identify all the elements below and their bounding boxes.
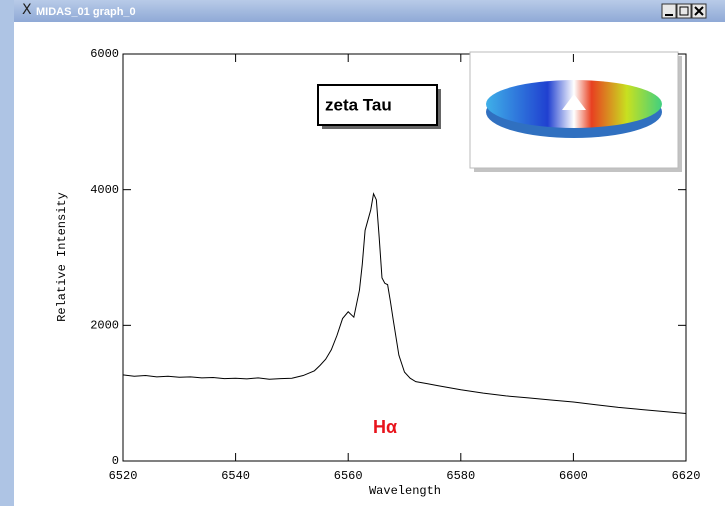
annotation: zeta Tau — [325, 95, 392, 114]
star — [562, 94, 586, 110]
window-edge — [0, 0, 14, 506]
line-label: Hα — [373, 417, 397, 437]
x-tick-label: 6620 — [672, 469, 701, 483]
x-tick-label: 6560 — [334, 469, 363, 483]
maximize-button[interactable] — [676, 3, 692, 19]
x-tick-label: 6540 — [221, 469, 250, 483]
title-bar — [14, 0, 725, 22]
x-axis-label: Wavelength — [369, 484, 441, 498]
y-axis-label: Relative Intensity — [55, 192, 69, 322]
y-tick-label: 6000 — [90, 47, 119, 61]
x-tick-label: 6520 — [109, 469, 138, 483]
inset-image — [469, 51, 682, 172]
x-icon: X — [22, 2, 32, 18]
x-tick-label: 6580 — [446, 469, 475, 483]
annotation-box — [317, 84, 438, 126]
window-buttons[interactable] — [661, 3, 707, 19]
y-tick-label: 0 — [112, 454, 119, 468]
plot-frame — [122, 53, 687, 462]
y-tick-label: 4000 — [90, 183, 119, 197]
window-title: MIDAS_01 graph_0 — [36, 6, 136, 18]
y-tick-label: 2000 — [90, 319, 119, 333]
close-icon — [694, 6, 704, 16]
spectrum-line — [122, 192, 687, 415]
maximize-icon — [679, 6, 689, 16]
x-tick-label: 6600 — [559, 469, 588, 483]
